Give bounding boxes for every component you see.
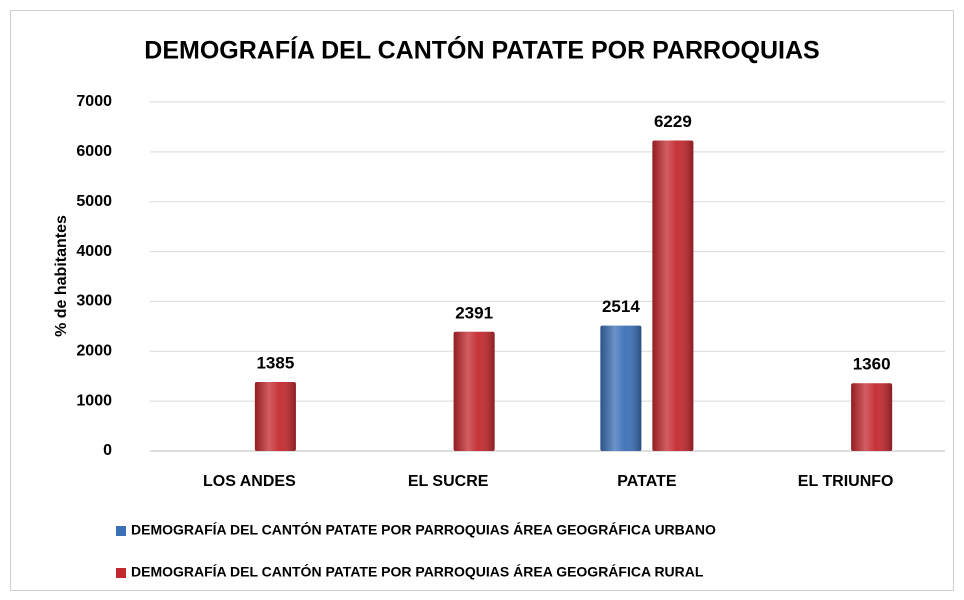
x-tick-label: PATATE <box>617 473 677 490</box>
y-axis-label: % de habitantes <box>53 215 70 337</box>
y-tick-label: 1000 <box>76 392 112 409</box>
value-label: 2391 <box>455 303 493 322</box>
x-tick-label: EL TRIUNFO <box>798 473 894 490</box>
legend-label: DEMOGRAFÍA DEL CANTÓN PATATE POR PARROQU… <box>131 563 704 580</box>
value-label: 2514 <box>602 297 640 316</box>
value-label: 6229 <box>654 112 692 131</box>
y-tick-label: 6000 <box>76 143 112 160</box>
y-tick-label: 4000 <box>76 243 112 260</box>
value-label: 1360 <box>853 355 891 374</box>
x-tick-label: LOS ANDES <box>203 473 296 490</box>
bar <box>600 325 642 451</box>
bar <box>851 383 893 451</box>
legend-swatch <box>116 526 126 536</box>
bar <box>652 140 694 451</box>
y-tick-label: 0 <box>103 442 112 459</box>
legend-label: DEMOGRAFÍA DEL CANTÓN PATATE POR PARROQU… <box>131 521 716 538</box>
bar <box>254 381 296 451</box>
y-tick-label: 2000 <box>76 343 112 360</box>
x-tick-label: EL SUCRE <box>408 473 489 490</box>
y-tick-label: 5000 <box>76 193 112 210</box>
y-tick-label: 3000 <box>76 293 112 310</box>
value-label: 1385 <box>256 353 294 372</box>
y-tick-label: 7000 <box>76 93 112 110</box>
legend-swatch <box>116 568 126 578</box>
chart-border <box>10 10 954 591</box>
bar <box>453 331 495 451</box>
chart-title: DEMOGRAFÍA DEL CANTÓN PATATE POR PARROQU… <box>144 35 819 65</box>
